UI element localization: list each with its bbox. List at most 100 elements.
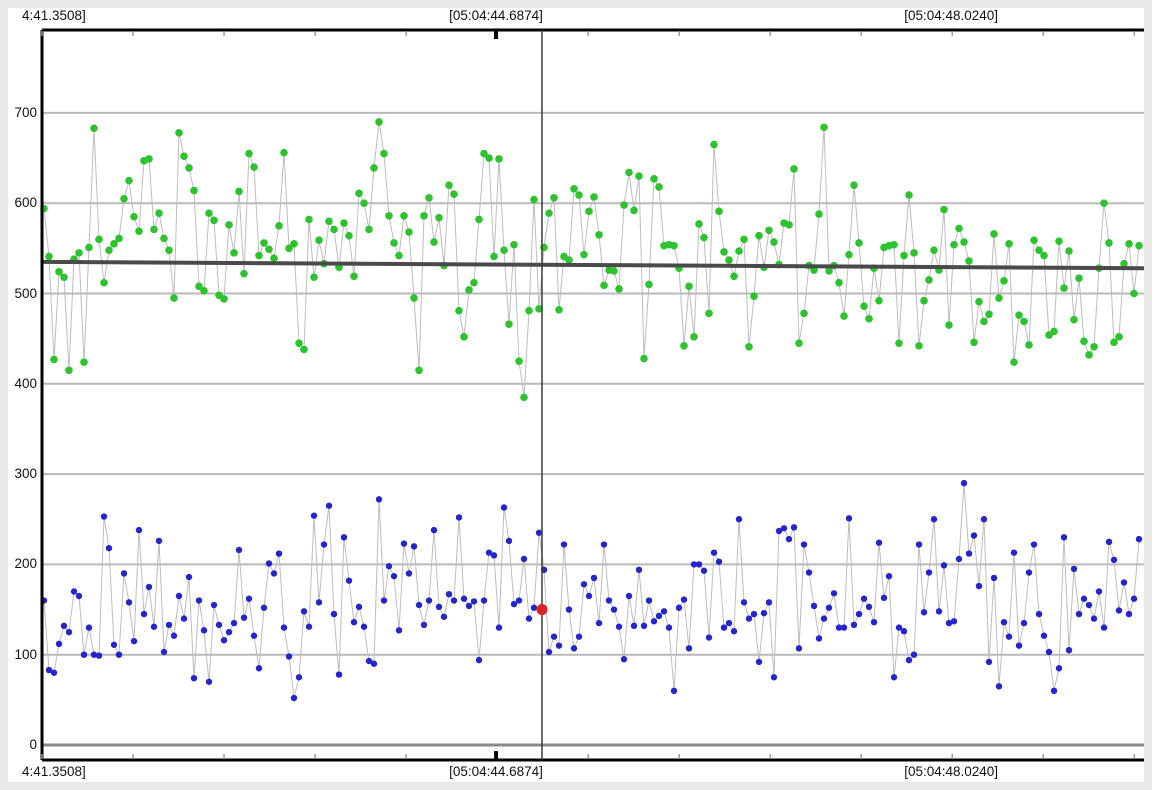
upper-green-series-point	[500, 246, 508, 254]
lower-blue-series-point	[160, 648, 168, 656]
lower-blue-series-point	[345, 577, 353, 584]
lower-blue-series-point	[1080, 595, 1088, 602]
upper-green-series-point	[255, 251, 263, 260]
x-axis-label: 4:41.3508]	[22, 8, 86, 23]
upper-green-series-point	[310, 273, 318, 282]
upper-green-series-point	[840, 312, 848, 320]
upper-green-series-point	[815, 210, 823, 218]
lower-blue-series-point	[1055, 665, 1063, 672]
lower-blue-series-point	[170, 632, 178, 639]
upper-green-series-point	[200, 286, 208, 295]
lower-blue-series-point	[295, 674, 303, 681]
lower-blue-series-point	[465, 602, 473, 610]
upper-green-series-point	[165, 246, 173, 254]
lower-blue-series-point	[125, 599, 133, 606]
upper-green-series-point	[755, 231, 763, 240]
lower-blue-series-point	[390, 572, 398, 580]
lower-blue-series-point	[135, 526, 143, 534]
upper-green-series-point	[1110, 338, 1118, 347]
lower-blue-series-point	[95, 652, 103, 659]
upper-green-series-point	[210, 216, 218, 225]
upper-green-series-point	[135, 227, 143, 235]
lower-blue-series-point	[1065, 646, 1073, 654]
upper-green-series-point	[515, 357, 523, 366]
upper-green-series-point	[185, 164, 193, 172]
upper-green-series-point	[825, 267, 833, 275]
upper-green-series-point	[430, 238, 438, 246]
lower-blue-series-point	[155, 537, 163, 545]
lower-blue-series-point	[755, 658, 763, 666]
lower-blue-series-point	[840, 624, 848, 631]
upper-green-series-point	[770, 238, 778, 246]
upper-green-series-point	[635, 172, 643, 180]
lower-blue-series-point	[965, 550, 973, 557]
lower-blue-series-point	[105, 544, 113, 552]
lower-blue-series-point	[605, 597, 613, 604]
lower-blue-series-point	[800, 541, 808, 548]
lower-blue-series-point	[300, 608, 308, 615]
selected-point-marker[interactable]	[536, 604, 548, 616]
lower-blue-series-point	[315, 599, 323, 606]
lower-blue-series-point	[635, 566, 643, 574]
upper-green-series-point	[170, 294, 178, 302]
upper-green-series-point	[785, 221, 793, 229]
lower-blue-series-point	[590, 574, 598, 582]
upper-green-series-point	[1070, 315, 1078, 324]
lower-blue-series-point	[120, 570, 128, 577]
lower-blue-series-point	[280, 624, 288, 631]
lower-blue-series-point	[205, 678, 213, 685]
upper-green-series-point	[1050, 327, 1058, 336]
upper-green-series-point	[725, 256, 733, 264]
lower-blue-series-point	[50, 669, 58, 676]
lower-blue-series-point	[655, 612, 663, 620]
lower-blue-series-point	[115, 651, 123, 658]
lower-blue-series-point	[560, 541, 568, 548]
lower-blue-series-point	[340, 534, 348, 541]
lower-blue-series-point	[440, 613, 448, 620]
lower-blue-series-point	[260, 604, 268, 611]
upper-green-series-point	[640, 354, 648, 363]
lower-blue-series-point	[165, 621, 173, 629]
x-axis-label: 4:41.3508]	[22, 764, 86, 779]
lower-blue-series-point	[885, 572, 893, 580]
upper-green-series-point	[710, 140, 718, 149]
upper-green-series-point	[1015, 311, 1023, 319]
lower-blue-series-point	[445, 590, 453, 598]
upper-green-series-point	[240, 269, 248, 278]
upper-green-series-point	[530, 195, 538, 204]
lower-blue-series-point	[1000, 618, 1008, 626]
upper-green-series-point	[600, 281, 608, 290]
lower-blue-series-point	[705, 634, 713, 641]
upper-green-series-point	[1055, 237, 1063, 245]
upper-green-series-point	[50, 355, 58, 364]
lower-blue-series-point	[865, 603, 873, 611]
lower-blue-series-point	[1115, 607, 1123, 614]
lower-blue-series-point	[1100, 624, 1108, 631]
upper-green-series-point	[625, 168, 633, 177]
lower-blue-series-point	[195, 597, 203, 604]
lower-blue-series-point	[600, 541, 608, 548]
upper-green-series-point	[305, 215, 313, 224]
upper-green-series-point	[345, 231, 353, 240]
lower-blue-series-point	[770, 674, 778, 681]
upper-green-series-point	[970, 338, 978, 347]
upper-green-series-point	[275, 221, 283, 230]
upper-green-series-point	[510, 240, 518, 249]
upper-green-series-point	[285, 244, 293, 253]
upper-green-series-point	[1100, 199, 1108, 207]
lower-blue-series-line	[43, 483, 1140, 699]
upper-green-series-point	[475, 215, 483, 224]
lower-blue-series-point	[1010, 549, 1018, 556]
upper-green-series-point	[330, 225, 338, 234]
lower-blue-series-point	[810, 602, 818, 610]
lower-blue-series-point	[670, 687, 678, 695]
lower-blue-series-point	[790, 524, 798, 531]
upper-green-series-point	[1105, 239, 1113, 247]
lower-blue-series-point	[580, 581, 588, 588]
lower-blue-series-point	[355, 603, 363, 611]
lower-blue-series-point	[85, 624, 93, 631]
upper-green-series-point	[750, 292, 758, 301]
lower-blue-series-point	[970, 532, 978, 539]
upper-green-series-point	[145, 155, 153, 163]
